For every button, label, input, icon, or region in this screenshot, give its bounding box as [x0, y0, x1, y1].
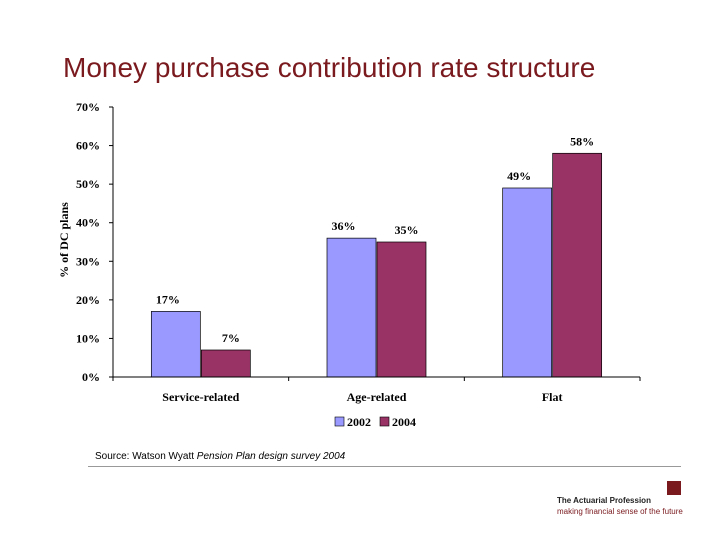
brand-name: The Actuarial Profession — [557, 496, 651, 505]
y-tick-label: 10% — [76, 331, 100, 345]
bar-value-label: 35% — [395, 223, 419, 237]
footer-divider — [88, 466, 681, 467]
source-prefix: Source: Watson Wyatt — [95, 451, 197, 462]
y-axis: 0% 10% 20% 30% 40% 50% 60% 70% — [76, 100, 114, 384]
bar-2002 — [150, 311, 201, 378]
legend-label-2004: 2004 — [392, 415, 416, 429]
x-axis: Service-related Age-related Flat — [112, 376, 641, 404]
bar-chart: 0% 10% 20% 30% 40% 50% 60% 70% % of DC plans 17… — [57, 100, 641, 429]
brand-logo-square — [667, 481, 681, 495]
legend: 2002 2004 — [334, 415, 416, 429]
x-tick-label: Service-related — [162, 390, 239, 404]
bar-2002 — [502, 187, 553, 378]
legend-swatch-2002 — [334, 416, 345, 427]
x-tick-label: Age-related — [347, 390, 407, 404]
y-axis-label: % of DC plans — [57, 202, 71, 278]
y-tick-label: 20% — [76, 293, 100, 307]
bar-2004 — [200, 349, 251, 378]
y-tick-label: 50% — [76, 177, 100, 191]
bars: 17% 7% 36% 35% 49% 58% — [150, 134, 603, 378]
legend-swatch-2004 — [379, 416, 390, 427]
bar-value-label: 17% — [156, 292, 180, 306]
bar-2002 — [326, 237, 377, 378]
bar-2004 — [376, 241, 427, 378]
y-tick-label: 30% — [76, 254, 100, 268]
bar-value-label: 49% — [507, 169, 531, 183]
y-tick-label: 60% — [76, 139, 100, 153]
legend-label-2002: 2002 — [347, 415, 371, 429]
brand-tagline: making financial sense of the future — [557, 507, 683, 516]
source-note: Source: Watson Wyatt Pension Plan design… — [95, 451, 345, 462]
y-tick-label: 40% — [76, 216, 100, 230]
x-tick-label: Flat — [542, 390, 563, 404]
source-title: Pension Plan design survey 2004 — [196, 451, 346, 462]
y-tick-label: 70% — [76, 100, 100, 114]
bar-value-label: 7% — [222, 331, 240, 345]
chart-title: Money purchase contribution rate structu… — [63, 52, 596, 83]
bar-2004 — [552, 152, 603, 378]
y-tick-label: 0% — [82, 370, 100, 384]
bar-value-label: 58% — [570, 134, 594, 148]
bar-value-label: 36% — [332, 219, 356, 233]
